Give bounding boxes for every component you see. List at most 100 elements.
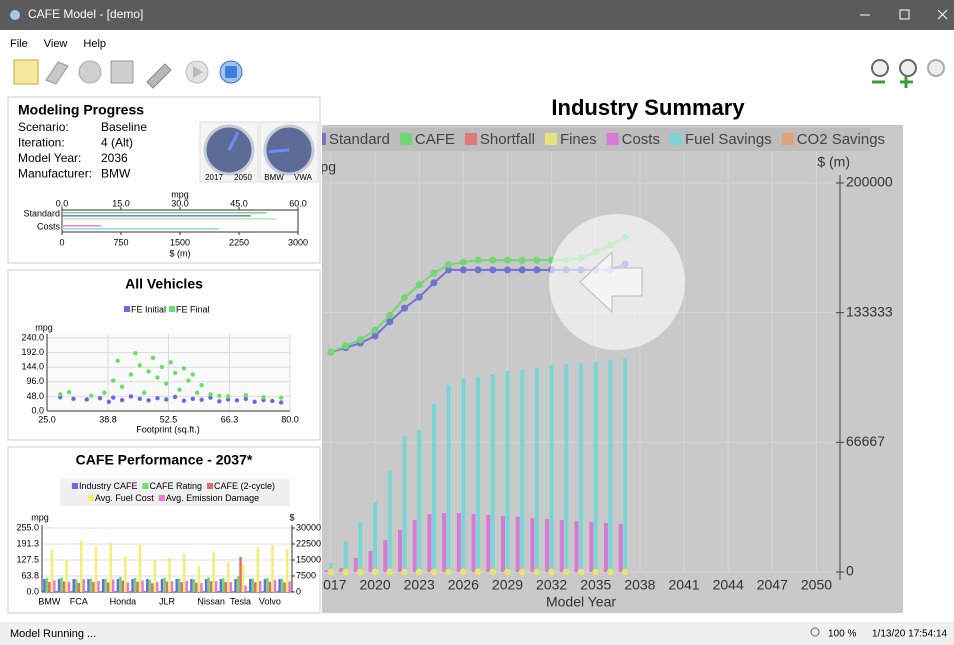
save-button[interactable] [110, 60, 134, 84]
bar [209, 581, 213, 592]
point [217, 399, 222, 404]
point [172, 394, 178, 400]
menu-item[interactable]: View [44, 38, 68, 50]
line-marker [386, 318, 394, 326]
line-marker [415, 281, 423, 289]
bar [387, 470, 392, 572]
bar [177, 578, 181, 592]
bar [212, 551, 215, 592]
chart-title: Industry Summary [551, 95, 745, 120]
title-bar [0, 0, 954, 30]
settings-button[interactable] [146, 63, 172, 89]
point [577, 568, 585, 576]
menu-item[interactable]: Help [83, 38, 106, 50]
zoom-in-button[interactable] [899, 59, 917, 77]
run-icon [193, 66, 203, 78]
legend-label: Fines [560, 131, 597, 148]
y2-tick-label: 22500 [296, 538, 321, 548]
point [111, 378, 116, 383]
bar [204, 578, 208, 592]
zoom-icon [810, 627, 820, 637]
close-button[interactable] [937, 9, 948, 20]
point [146, 398, 151, 403]
point [137, 396, 142, 402]
bar [353, 557, 358, 572]
point [208, 392, 213, 397]
y2-axis-label: $ (m) [817, 154, 850, 170]
bar [106, 582, 110, 592]
bar [256, 547, 259, 592]
field-value: Baseline [101, 120, 147, 134]
line-marker [445, 261, 453, 269]
point [119, 397, 125, 403]
open-button[interactable] [45, 61, 69, 85]
bar [530, 518, 535, 572]
point [342, 568, 350, 576]
y2-tick-label: 200000 [846, 174, 893, 190]
bar [603, 522, 608, 572]
x-axis-label: Footprint (sq.ft.) [136, 424, 200, 434]
bar [62, 215, 251, 217]
bar [564, 364, 569, 572]
point [243, 392, 249, 398]
point [71, 396, 76, 402]
point [533, 568, 541, 576]
legend-swatch [142, 483, 149, 489]
point [401, 568, 409, 576]
y-tick-label: 48.0 [26, 391, 44, 401]
legend-label: Costs [622, 131, 660, 148]
point [190, 372, 195, 377]
line-marker [489, 256, 497, 264]
bar [239, 556, 242, 592]
point [278, 395, 284, 400]
point [146, 369, 151, 374]
gauge-min: 2017 [205, 173, 223, 182]
x-tick-label: 80.0 [281, 414, 299, 424]
legend-background [60, 479, 290, 506]
menu-item[interactable]: File [10, 38, 28, 50]
legend-label: FE Final [176, 304, 210, 314]
legend-swatch [87, 495, 94, 501]
point [208, 395, 213, 400]
bar [111, 579, 115, 592]
line-marker [371, 326, 379, 334]
stop-button[interactable] [78, 60, 102, 84]
bar [141, 580, 144, 592]
maximize-button[interactable] [899, 9, 910, 20]
zoom-reset-button[interactable] [927, 59, 945, 77]
bar [412, 520, 417, 572]
zoom-out-button[interactable] [871, 59, 889, 77]
x-tick-label: 2017 [315, 577, 346, 593]
x-tick-label: Nissan [197, 596, 225, 606]
bar [180, 582, 183, 592]
bar [515, 516, 520, 572]
bar [520, 369, 525, 572]
point [181, 366, 187, 371]
bar [119, 576, 122, 592]
bar [77, 582, 81, 592]
bar [283, 582, 286, 592]
x2-tick-label: 3000 [288, 237, 308, 247]
bar [222, 578, 225, 592]
toolbar [13, 59, 945, 89]
line-marker [474, 266, 482, 274]
point [225, 394, 231, 399]
bar [402, 436, 407, 572]
new-button[interactable] [13, 59, 39, 85]
bar [163, 577, 166, 592]
bar [549, 365, 554, 572]
point [217, 393, 222, 398]
bar [153, 560, 157, 592]
x2-axis-label: $ (m) [170, 248, 191, 258]
legend-swatch [544, 133, 557, 145]
x-tick-label: 66.3 [221, 414, 239, 424]
bar [170, 581, 174, 592]
x-tick-label: 15.0 [112, 198, 130, 208]
bar [175, 578, 178, 592]
point [562, 568, 570, 576]
y-tick-label: 63.8 [21, 570, 39, 580]
line-marker [415, 293, 423, 301]
bar [133, 577, 137, 592]
point [261, 395, 266, 400]
bar [62, 225, 102, 227]
